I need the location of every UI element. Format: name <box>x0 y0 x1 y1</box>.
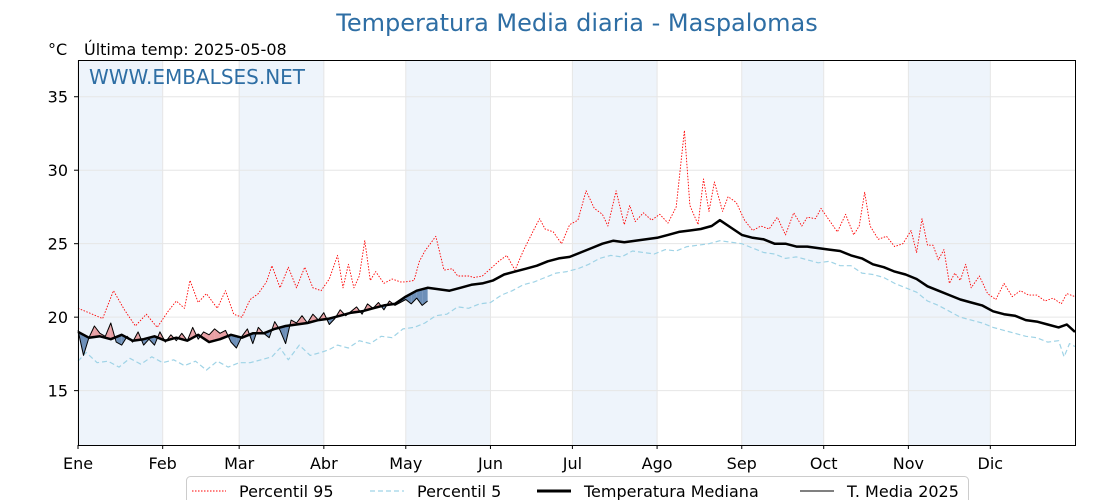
anomaly-fill <box>209 328 215 343</box>
x-tick-label: Ene <box>63 454 93 473</box>
legend: Percentil 95 Percentil 5 Temperatura Med… <box>186 476 969 500</box>
series-line-current <box>77 297 428 356</box>
month-band <box>78 60 163 445</box>
month-band <box>572 60 658 445</box>
x-tick-label: Nov <box>893 454 924 473</box>
x-tick-label: Jun <box>477 454 503 473</box>
month-band <box>405 60 491 445</box>
legend-label-median: Temperatura Mediana <box>583 482 759 500</box>
x-tick-label: Sep <box>727 454 757 473</box>
anomaly-fill <box>416 289 423 306</box>
y-tick-label: 15 <box>48 382 68 401</box>
month-band <box>908 60 991 445</box>
x-tick-label: Jul <box>562 454 582 473</box>
month-band <box>239 60 324 445</box>
y-tick-label: 30 <box>48 161 68 180</box>
anomaly-fill <box>422 287 428 306</box>
y-unit-label: °C <box>48 40 67 59</box>
x-tick-label: Mar <box>224 454 255 473</box>
watermark: WWW.EMBALSES.NET <box>89 65 306 89</box>
y-axis: 15 20 25 30 35 <box>48 88 78 401</box>
y-tick-label: 35 <box>48 88 68 107</box>
y-tick-label: 20 <box>48 308 68 327</box>
series-line-median <box>77 218 1076 344</box>
anomaly-fill <box>230 334 237 349</box>
x-tick-label: Abr <box>310 454 338 473</box>
x-axis: Ene Feb Mar Abr May Jun Jul Ago Sep Oct Nov Dic <box>63 445 1003 473</box>
chart-title: Temperatura Media diaria - Maspalomas <box>335 9 817 37</box>
anomaly-fill <box>214 328 221 341</box>
x-tick-label: Oct <box>810 454 838 473</box>
month-band <box>741 60 824 445</box>
x-tick-label: Ago <box>642 454 673 473</box>
legend-box <box>186 476 969 500</box>
y-tick-label: 25 <box>48 235 68 254</box>
x-tick-label: May <box>389 454 422 473</box>
x-tick-label: Feb <box>149 454 177 473</box>
legend-label-current: T. Media 2025 <box>846 482 959 500</box>
series-line-p5 <box>77 240 1076 371</box>
plot-frame <box>78 60 1076 446</box>
x-tick-label: Dic <box>978 454 1004 473</box>
anomaly-fill <box>94 325 100 337</box>
series-lines <box>77 130 1076 371</box>
last-temp-label: Última temp: 2025-05-08 <box>84 40 287 59</box>
series-line-p95 <box>77 130 1076 328</box>
legend-label-p95: Percentil 95 <box>239 482 334 500</box>
legend-label-p5: Percentil 5 <box>417 482 501 500</box>
month-bands <box>78 60 991 445</box>
